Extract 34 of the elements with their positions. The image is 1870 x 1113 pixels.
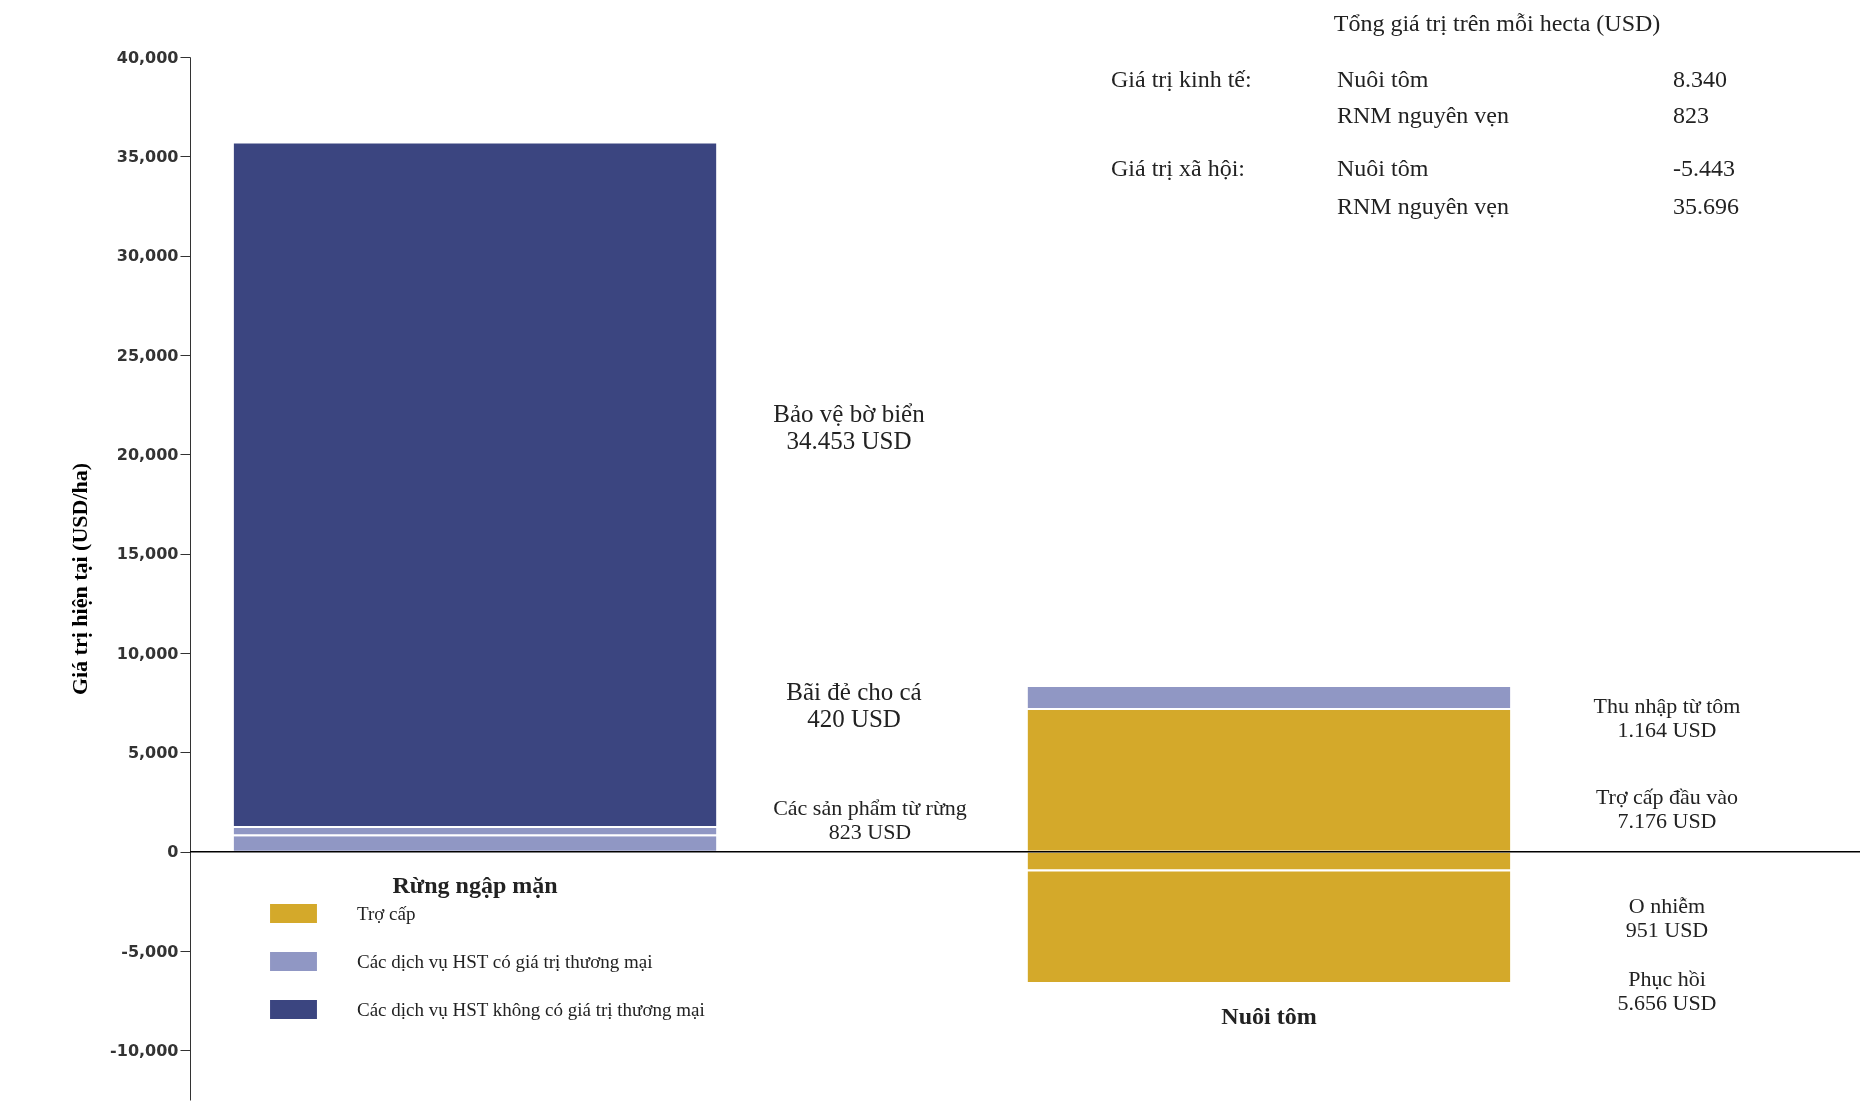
annotation: O nhiễm 951 USD [1625,893,1709,942]
y-axis-title: Giá trị hiện tại (USD/ha) [67,462,93,696]
annotation: Nuôi tôm [1337,155,1429,181]
annotation: Giá trị kinh tế: [1111,66,1252,92]
text: Tổng giá trị trên mỗi hecta (USD) [1333,10,1661,36]
annotation: Giá trị xã hội: [1111,155,1245,181]
y-tick-label: 25,000 [116,345,179,365]
y-tick-label: -10,000 [110,1040,179,1060]
annotation: 8.340 [1673,66,1727,92]
annotation: Phục hồi 5.656 USD [1617,966,1717,1015]
annotation: 35.696 [1673,193,1739,219]
y-tick-label: 35,000 [116,146,179,166]
y-tick-label: 30,000 [116,246,179,266]
annotation: Trợ cấp đầu vào 7.176 USD [1595,784,1739,833]
y-tick-label: 20,000 [116,444,179,464]
annotation: RNM nguyên vẹn [1337,193,1509,219]
y-tick-label: 40,000 [116,47,179,67]
legend-label: Các dịch vụ HST không có giá trị thương mại [357,998,705,1020]
annotation: 823 [1673,102,1709,128]
y-tick-label: 15,000 [116,544,179,564]
annotation: Bảo vệ bờ biển 34.453 USD [773,400,926,454]
y-tick-label: 5,000 [127,742,179,762]
legend-label: Các dịch vụ HST có giá trị thương mại [357,950,653,972]
y-tick-label: 0 [167,842,179,862]
y-tick-label: 10,000 [116,643,179,663]
annotation: Bãi đẻ cho cá 420 USD [786,678,922,732]
annotation: RNM nguyên vẹn [1337,102,1509,128]
annotation: -5.443 [1673,155,1735,181]
x-tick-label: Rừng ngập mặn [392,871,558,898]
legend-label: Trợ cấp [357,902,416,924]
annotation: Thu nhập từ tôm 1.164 USD [1593,693,1741,742]
annotation: Các sản phẩm từ rừng 823 USD [773,795,967,844]
annotation: Nuôi tôm [1337,66,1429,92]
y-tick-label: -5,000 [121,941,179,961]
